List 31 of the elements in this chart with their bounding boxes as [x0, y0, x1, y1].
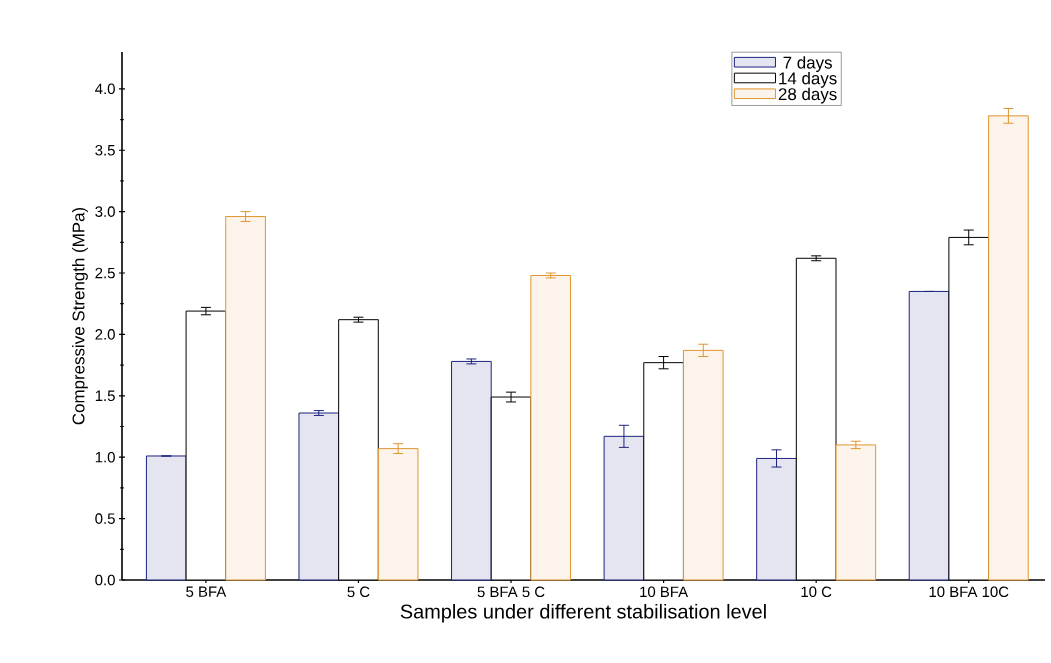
legend-label: 28 days	[778, 87, 837, 104]
y-tick-label: 2.5	[95, 267, 115, 279]
x-tick-label: 5 BFA 5 C	[477, 586, 545, 598]
y-tick-label: 0.0	[95, 574, 115, 586]
bar	[377, 448, 419, 581]
y-tick-label: 3.5	[95, 144, 115, 156]
x-tick-label: 5 C	[347, 586, 370, 598]
y-tick-label: 2.0	[95, 329, 115, 340]
bar	[145, 455, 187, 581]
x-tick-label: 10 C	[801, 586, 832, 598]
y-tick-label: 3.0	[95, 206, 115, 217]
y-tick-label: 1.0	[95, 451, 115, 463]
bar	[682, 349, 724, 581]
bar	[298, 412, 340, 581]
bar	[835, 444, 877, 581]
y-tick-label: 4.0	[95, 83, 115, 95]
bar	[908, 290, 950, 581]
bar	[756, 457, 797, 581]
bar	[603, 435, 645, 581]
bar	[530, 274, 572, 581]
legend-label: 14 days	[779, 71, 837, 88]
x-axis-title: Samples under different stabilisation level	[400, 603, 766, 623]
legend-label: 7 days	[783, 56, 832, 72]
x-tick-label: 10 BFA 10C	[929, 586, 1009, 598]
y-tick-label: 0.5	[95, 513, 115, 524]
y-axis-title: Compressive Strength (MPa)	[72, 207, 88, 425]
x-tick-label: 10 BFA	[640, 586, 689, 598]
y-tick-label: 1.5	[95, 390, 115, 402]
bar	[225, 216, 266, 581]
bar	[451, 360, 492, 581]
x-tick-label: 5 BFA	[186, 586, 227, 597]
